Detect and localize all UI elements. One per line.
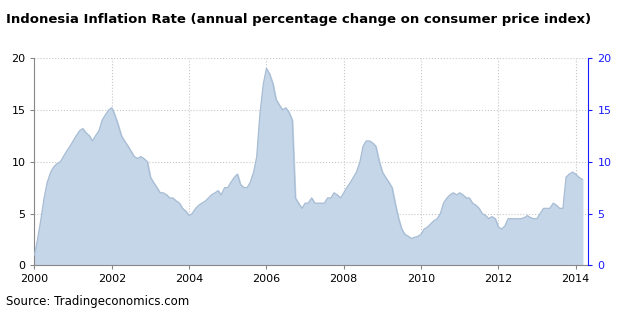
Text: Source: Tradingeconomics.com: Source: Tradingeconomics.com [6,295,190,308]
Text: Indonesia Inflation Rate (annual percentage change on consumer price index): Indonesia Inflation Rate (annual percent… [6,13,592,25]
